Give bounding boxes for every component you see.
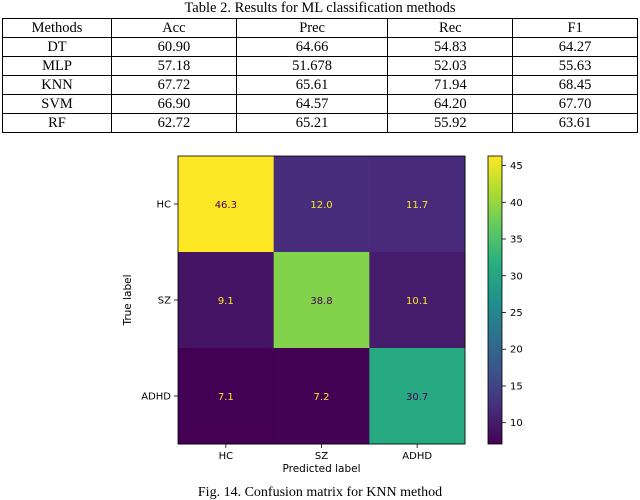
table-header-row: Methods Acc Prec Rec F1 [2, 18, 638, 38]
colorbar-tick-label: 25 [510, 308, 523, 319]
matrix-cell [273, 348, 370, 445]
colorbar-tick-label: 45 [510, 161, 523, 172]
cell-acc: 67.72 [111, 75, 237, 95]
cell-acc: 57.18 [111, 56, 237, 76]
cell-value-label: 46.3 [215, 200, 237, 211]
cell-method: KNN [2, 75, 112, 95]
table-row: KNN 67.72 65.61 71.94 68.45 [2, 75, 638, 95]
cell-acc: 62.72 [111, 113, 237, 133]
cell-rec: 55.92 [387, 113, 514, 133]
header-prec: Prec [235, 18, 389, 38]
cell-method: SVM [2, 94, 112, 114]
table-caption: Table 2. Results for ML classification m… [184, 0, 456, 16]
colorbar-tick-label: 20 [510, 345, 523, 356]
matrix-cell [273, 156, 370, 253]
cell-method: DT [2, 37, 112, 57]
x-tick-label: SZ [315, 451, 328, 462]
matrix-cell [178, 252, 275, 349]
cell-method: RF [2, 113, 112, 133]
table-row: SVM 66.90 64.57 64.20 67.70 [2, 94, 638, 114]
matrix-cell [273, 252, 370, 349]
cell-rec: 71.94 [387, 75, 514, 95]
cell-f1: 64.27 [512, 37, 638, 57]
cell-prec: 64.57 [235, 94, 389, 114]
table-row: DT 60.90 64.66 54.83 64.27 [2, 37, 638, 57]
colorbar-tick-label: 30 [510, 271, 523, 282]
colorbar [487, 155, 503, 445]
x-tick-label: HC [219, 451, 234, 462]
colorbar-tick-label: 15 [510, 381, 523, 392]
cell-method: MLP [2, 56, 112, 76]
matrix-cell [369, 252, 466, 349]
matrix-cell [369, 156, 466, 253]
x-axis-label: Predicted label [282, 463, 360, 475]
y-tick-label: ADHD [141, 392, 171, 403]
colorbar-tick-label: 35 [510, 235, 523, 246]
cell-value-label: 7.2 [314, 392, 330, 403]
x-tick-label: ADHD [402, 451, 432, 462]
cell-f1: 68.45 [512, 75, 638, 95]
colorbar-tick-label: 40 [510, 198, 523, 209]
cell-prec: 51.678 [235, 56, 389, 76]
cell-value-label: 11.7 [406, 200, 428, 211]
confusion-matrix-chart: 46.3 12.0 11.7 9.1 38.8 10.1 7.1 7.2 30.7 HC SZ AD… [122, 155, 523, 475]
matrix-cell [178, 348, 275, 445]
figure-caption: Fig. 14. Confusion matrix for KNN method [197, 485, 443, 500]
cell-prec: 64.66 [235, 37, 389, 57]
header-acc: Acc [111, 18, 237, 38]
table-row: RF 62.72 65.21 55.92 63.61 [2, 113, 638, 133]
cell-rec: 52.03 [387, 56, 514, 76]
header-rec: Rec [387, 18, 514, 38]
cell-value-label: 12.0 [310, 200, 332, 211]
cell-value-label: 38.8 [310, 296, 332, 307]
header-methods: Methods [2, 18, 112, 38]
cell-f1: 55.63 [512, 56, 638, 76]
header-f1: F1 [512, 18, 638, 38]
cell-prec: 65.21 [235, 113, 389, 133]
cell-value-label: 10.1 [406, 296, 428, 307]
cell-prec: 65.61 [235, 75, 389, 95]
cell-acc: 60.90 [111, 37, 237, 57]
cell-value-label: 7.1 [218, 392, 234, 403]
y-tick-label: SZ [158, 296, 171, 307]
colorbar-tick-label: 10 [510, 418, 523, 429]
cell-acc: 66.90 [111, 94, 237, 114]
y-axis-label: True label [122, 274, 134, 326]
cell-f1: 67.70 [512, 94, 638, 114]
cell-rec: 54.83 [387, 37, 514, 57]
cell-value-label: 30.7 [406, 392, 428, 403]
table-row: MLP 57.18 51.678 52.03 55.63 [2, 56, 638, 76]
cell-f1: 63.61 [512, 113, 638, 133]
y-tick-label: HC [156, 200, 171, 211]
results-table: Methods Acc Prec Rec F1 DT 60.90 64.66 5… [2, 18, 638, 133]
matrix-cell [369, 348, 466, 445]
cell-value-label: 9.1 [218, 296, 234, 307]
matrix-cell [178, 156, 275, 253]
cell-rec: 64.20 [387, 94, 514, 114]
